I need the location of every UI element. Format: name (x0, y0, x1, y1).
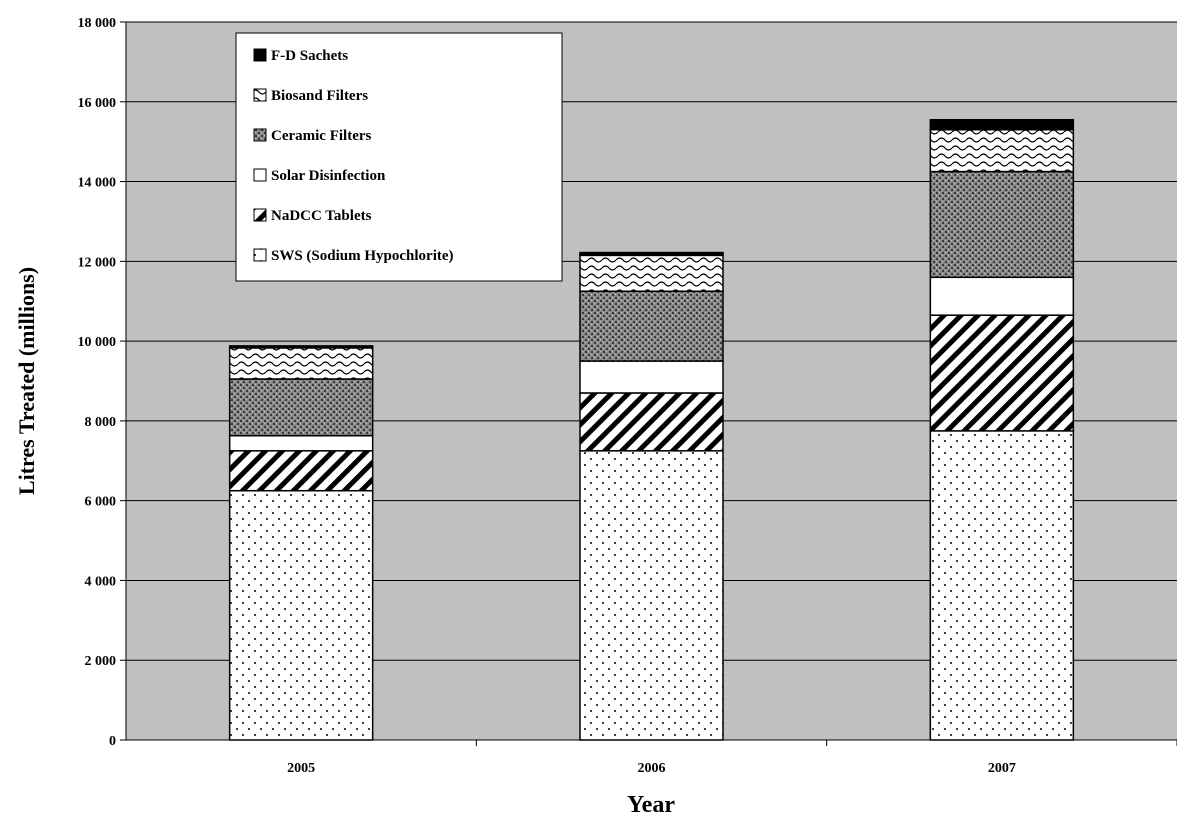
y-tick-label-5: 10 000 (78, 335, 117, 350)
bar-2007-series-3 (929, 170, 1075, 279)
legend-swatch-2 (253, 168, 267, 182)
legend: F-D Sachets Biosand Filters Ceramic Filter… (235, 32, 563, 282)
legend-label-5: F-D Sachets (271, 48, 348, 64)
bar-2005-series-5 (228, 345, 374, 349)
y-tick-label-7: 14 000 (78, 176, 117, 191)
bar-2007-series-2 (929, 276, 1075, 316)
x-tick-label-2005: 2005 (287, 761, 315, 776)
legend-label-4: Biosand Filters (271, 88, 368, 104)
x-tick-label-2007: 2007 (988, 761, 1016, 776)
y-tick-label-4: 8 000 (85, 415, 117, 430)
bar-2005-series-1 (228, 450, 374, 492)
legend-box (235, 32, 563, 282)
x-tick-label-2006: 2006 (638, 761, 666, 776)
y-tick-label-6: 12 000 (78, 255, 117, 270)
bar-2007-series-1 (929, 314, 1075, 432)
bars (228, 118, 1075, 741)
bar-2005-series-0 (228, 489, 374, 741)
legend-label-2: Solar Disinfection (271, 168, 386, 184)
bar-2005-series-2 (228, 434, 374, 452)
bar-2007-series-4 (929, 128, 1075, 173)
bar-2005-series-3 (228, 378, 374, 437)
y-axis-title: Litres Treated (millions) (14, 267, 39, 495)
legend-label-1: NaDCC Tablets (271, 208, 372, 224)
x-axis-title: Year (627, 792, 675, 818)
legend-label-0: SWS (Sodium Hypochlorite) (271, 248, 454, 264)
bar-2006-series-4 (579, 254, 724, 293)
legend-swatch-5 (253, 48, 267, 62)
y-tick-label-3: 6 000 (85, 495, 117, 510)
axes (120, 21, 1177, 746)
legend-swatch-3 (253, 128, 267, 142)
legend-label-3: Ceramic Filters (271, 128, 372, 144)
legend-swatch-1 (253, 208, 267, 222)
x-tick-labels: 2005 2006 2007 (287, 761, 1016, 776)
legend-swatch-4 (253, 88, 267, 102)
bar-2006-series-1 (579, 392, 724, 452)
bar-2007-series-0 (929, 430, 1075, 741)
bar-2006-series-5 (579, 251, 724, 257)
y-tick-label-9: 18 000 (78, 16, 117, 31)
y-tick-label-1: 2 000 (85, 654, 117, 669)
bar-2006-series-0 (579, 450, 724, 741)
bar-2006-series-2 (579, 360, 724, 394)
bar-2006-series-3 (579, 290, 724, 362)
y-tick-label-2: 4 000 (85, 574, 117, 589)
bar-2007-series-5 (929, 118, 1075, 131)
y-tick-label-8: 16 000 (78, 96, 117, 111)
y-tick-labels: 0 2 000 4 000 6 000 8 000 10 000 12 000 14 000 1… (78, 16, 117, 749)
bar-2005-series-4 (228, 347, 374, 380)
y-tick-label-0: 0 (109, 734, 116, 749)
legend-swatch-0 (253, 248, 267, 262)
